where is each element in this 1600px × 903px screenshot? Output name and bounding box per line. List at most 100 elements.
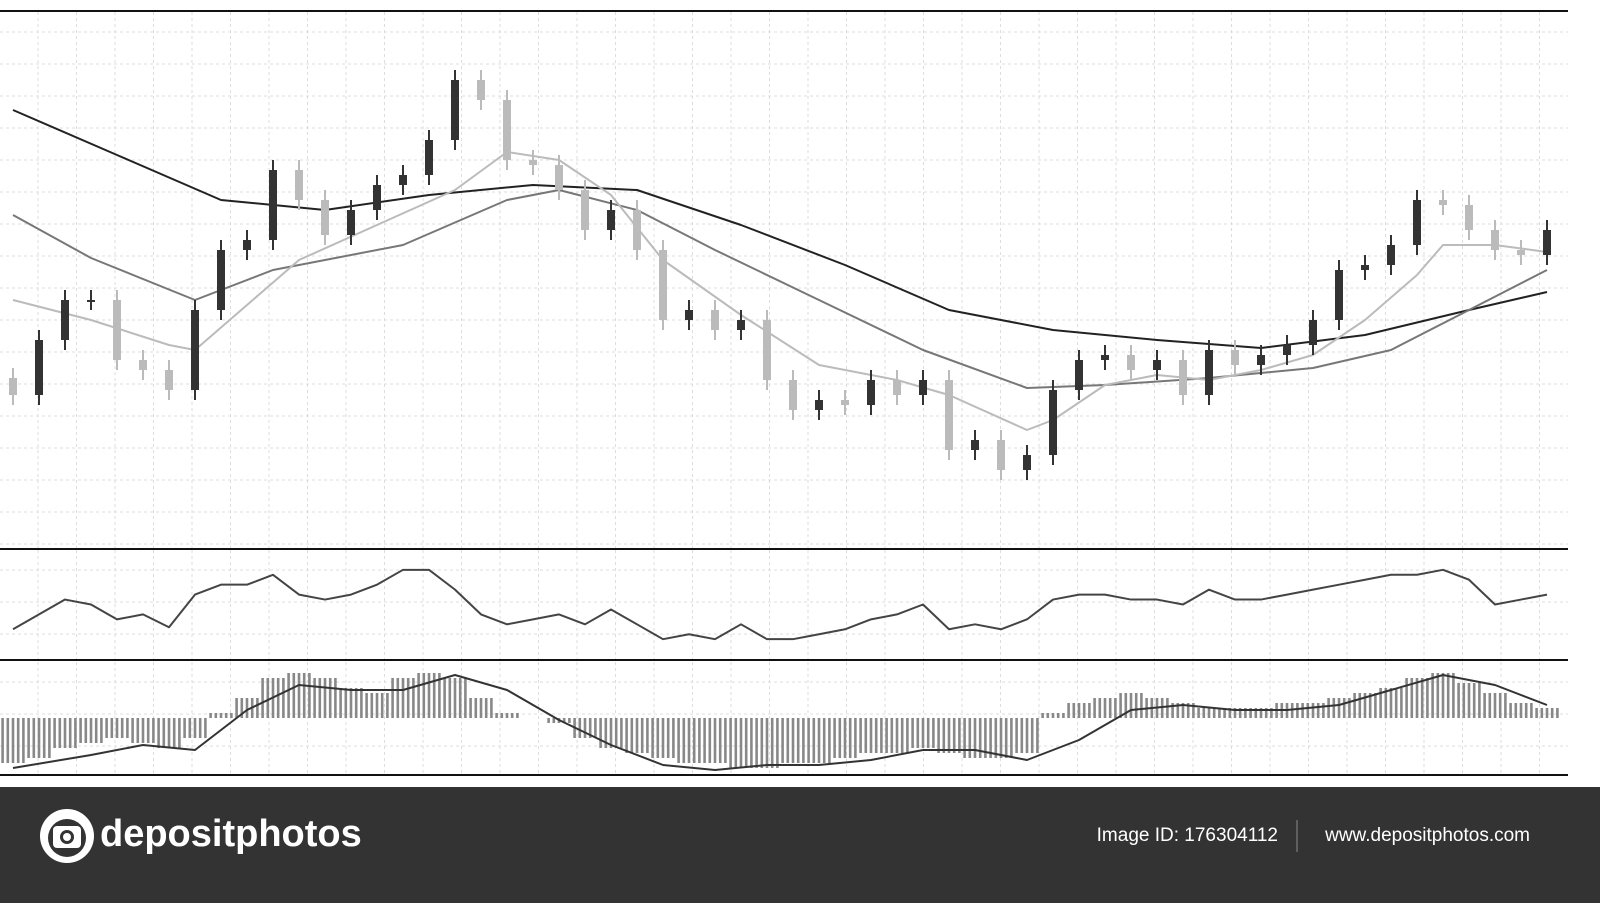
histogram-bar — [1530, 703, 1533, 718]
histogram-bar — [432, 673, 436, 718]
histogram-bar — [1171, 703, 1174, 718]
histogram-bar — [926, 718, 930, 748]
histogram-bar — [105, 718, 108, 738]
histogram-bar — [620, 718, 623, 748]
histogram-bar — [146, 718, 150, 743]
histogram-bar — [1, 718, 4, 763]
histogram-bar — [594, 718, 597, 738]
histogram-bar — [1119, 693, 1122, 718]
histogram-bar — [391, 678, 394, 718]
histogram-bar — [547, 718, 550, 723]
candle-body — [659, 250, 667, 320]
candle-body — [1309, 320, 1317, 345]
candle-body — [321, 200, 329, 235]
candle-body — [685, 310, 693, 320]
histogram-bar — [843, 718, 847, 758]
candle-body — [841, 400, 849, 405]
moving-average — [12, 109, 1548, 349]
histogram-bar — [661, 718, 665, 758]
histogram-bar — [1441, 673, 1445, 718]
histogram-bar — [817, 718, 821, 763]
candle-body — [1361, 265, 1369, 270]
histogram-bar — [1025, 718, 1029, 753]
histogram-bar — [672, 718, 675, 758]
histogram-bar — [37, 718, 41, 758]
candle-body — [919, 380, 927, 395]
histogram-bar — [94, 718, 98, 743]
histogram-bar — [453, 678, 457, 718]
histogram-bar — [297, 673, 301, 718]
histogram-bar — [1108, 698, 1112, 718]
histogram-bar — [1233, 708, 1237, 718]
histogram-bar — [906, 718, 909, 753]
candle-body — [269, 170, 277, 240]
histogram-bar — [16, 718, 20, 763]
candle-body — [113, 300, 121, 360]
histogram-bar — [1223, 708, 1226, 718]
candle-body — [165, 370, 173, 390]
histogram-bar — [152, 718, 155, 743]
histogram-bar — [302, 673, 306, 718]
candle-body — [815, 400, 823, 410]
histogram-bar — [1114, 698, 1117, 718]
histogram-bar — [1062, 713, 1065, 718]
histogram-bar — [812, 718, 816, 763]
histogram-bar — [635, 718, 639, 753]
histogram-bar — [406, 678, 410, 718]
histogram-bar — [968, 718, 972, 758]
histogram-bar — [1244, 708, 1247, 718]
histogram-bar — [1472, 683, 1476, 718]
candle-body — [1439, 200, 1447, 205]
histogram-bar — [666, 718, 670, 758]
histogram-bar — [1379, 688, 1382, 718]
histogram-bar — [131, 718, 134, 743]
histogram-bar — [422, 673, 426, 718]
footer-bar — [0, 787, 1600, 903]
histogram-bar — [464, 678, 467, 718]
histogram-bar — [235, 698, 238, 718]
histogram-bar — [1384, 688, 1388, 718]
histogram-bar — [110, 718, 114, 738]
histogram-bar — [1446, 673, 1450, 718]
histogram-bar — [989, 718, 992, 758]
histogram-bar — [1093, 698, 1096, 718]
histogram-bar — [1010, 718, 1013, 758]
histogram-bar — [963, 718, 966, 758]
histogram-bar — [1077, 703, 1081, 718]
candle-body — [1023, 455, 1031, 470]
histogram-bar — [994, 718, 998, 758]
candle-body — [1257, 355, 1265, 365]
histogram-bar — [1400, 688, 1403, 718]
histogram-bar — [802, 718, 805, 763]
histogram-bar — [640, 718, 644, 753]
histogram-bar — [1082, 703, 1086, 718]
histogram-bar — [822, 718, 826, 763]
histogram-bar — [583, 718, 587, 738]
histogram-bar — [692, 718, 696, 763]
histogram-bar — [703, 718, 706, 763]
histogram-bar — [42, 718, 46, 758]
candle-body — [1075, 360, 1083, 390]
histogram-bar — [510, 713, 514, 718]
histogram-bar — [708, 718, 712, 763]
histogram-bar — [1483, 693, 1486, 718]
histogram-bar — [209, 713, 212, 718]
histogram-bar — [1410, 678, 1414, 718]
histogram-bar — [458, 678, 462, 718]
candle-body — [763, 320, 771, 380]
histogram-bar — [1051, 713, 1055, 718]
histogram-bar — [1181, 703, 1185, 718]
histogram-bar — [1296, 703, 1299, 718]
histogram-bar — [796, 718, 800, 763]
histogram-bar — [172, 718, 176, 748]
histogram-bar — [1322, 703, 1325, 718]
histogram-bar — [807, 718, 810, 763]
candle-body — [737, 320, 745, 330]
candle-body — [529, 160, 537, 165]
histogram-bar — [386, 693, 389, 718]
histogram-bar — [578, 718, 582, 738]
histogram-bar — [401, 678, 405, 718]
histogram-bar — [937, 718, 940, 753]
histogram-bar — [656, 718, 660, 758]
